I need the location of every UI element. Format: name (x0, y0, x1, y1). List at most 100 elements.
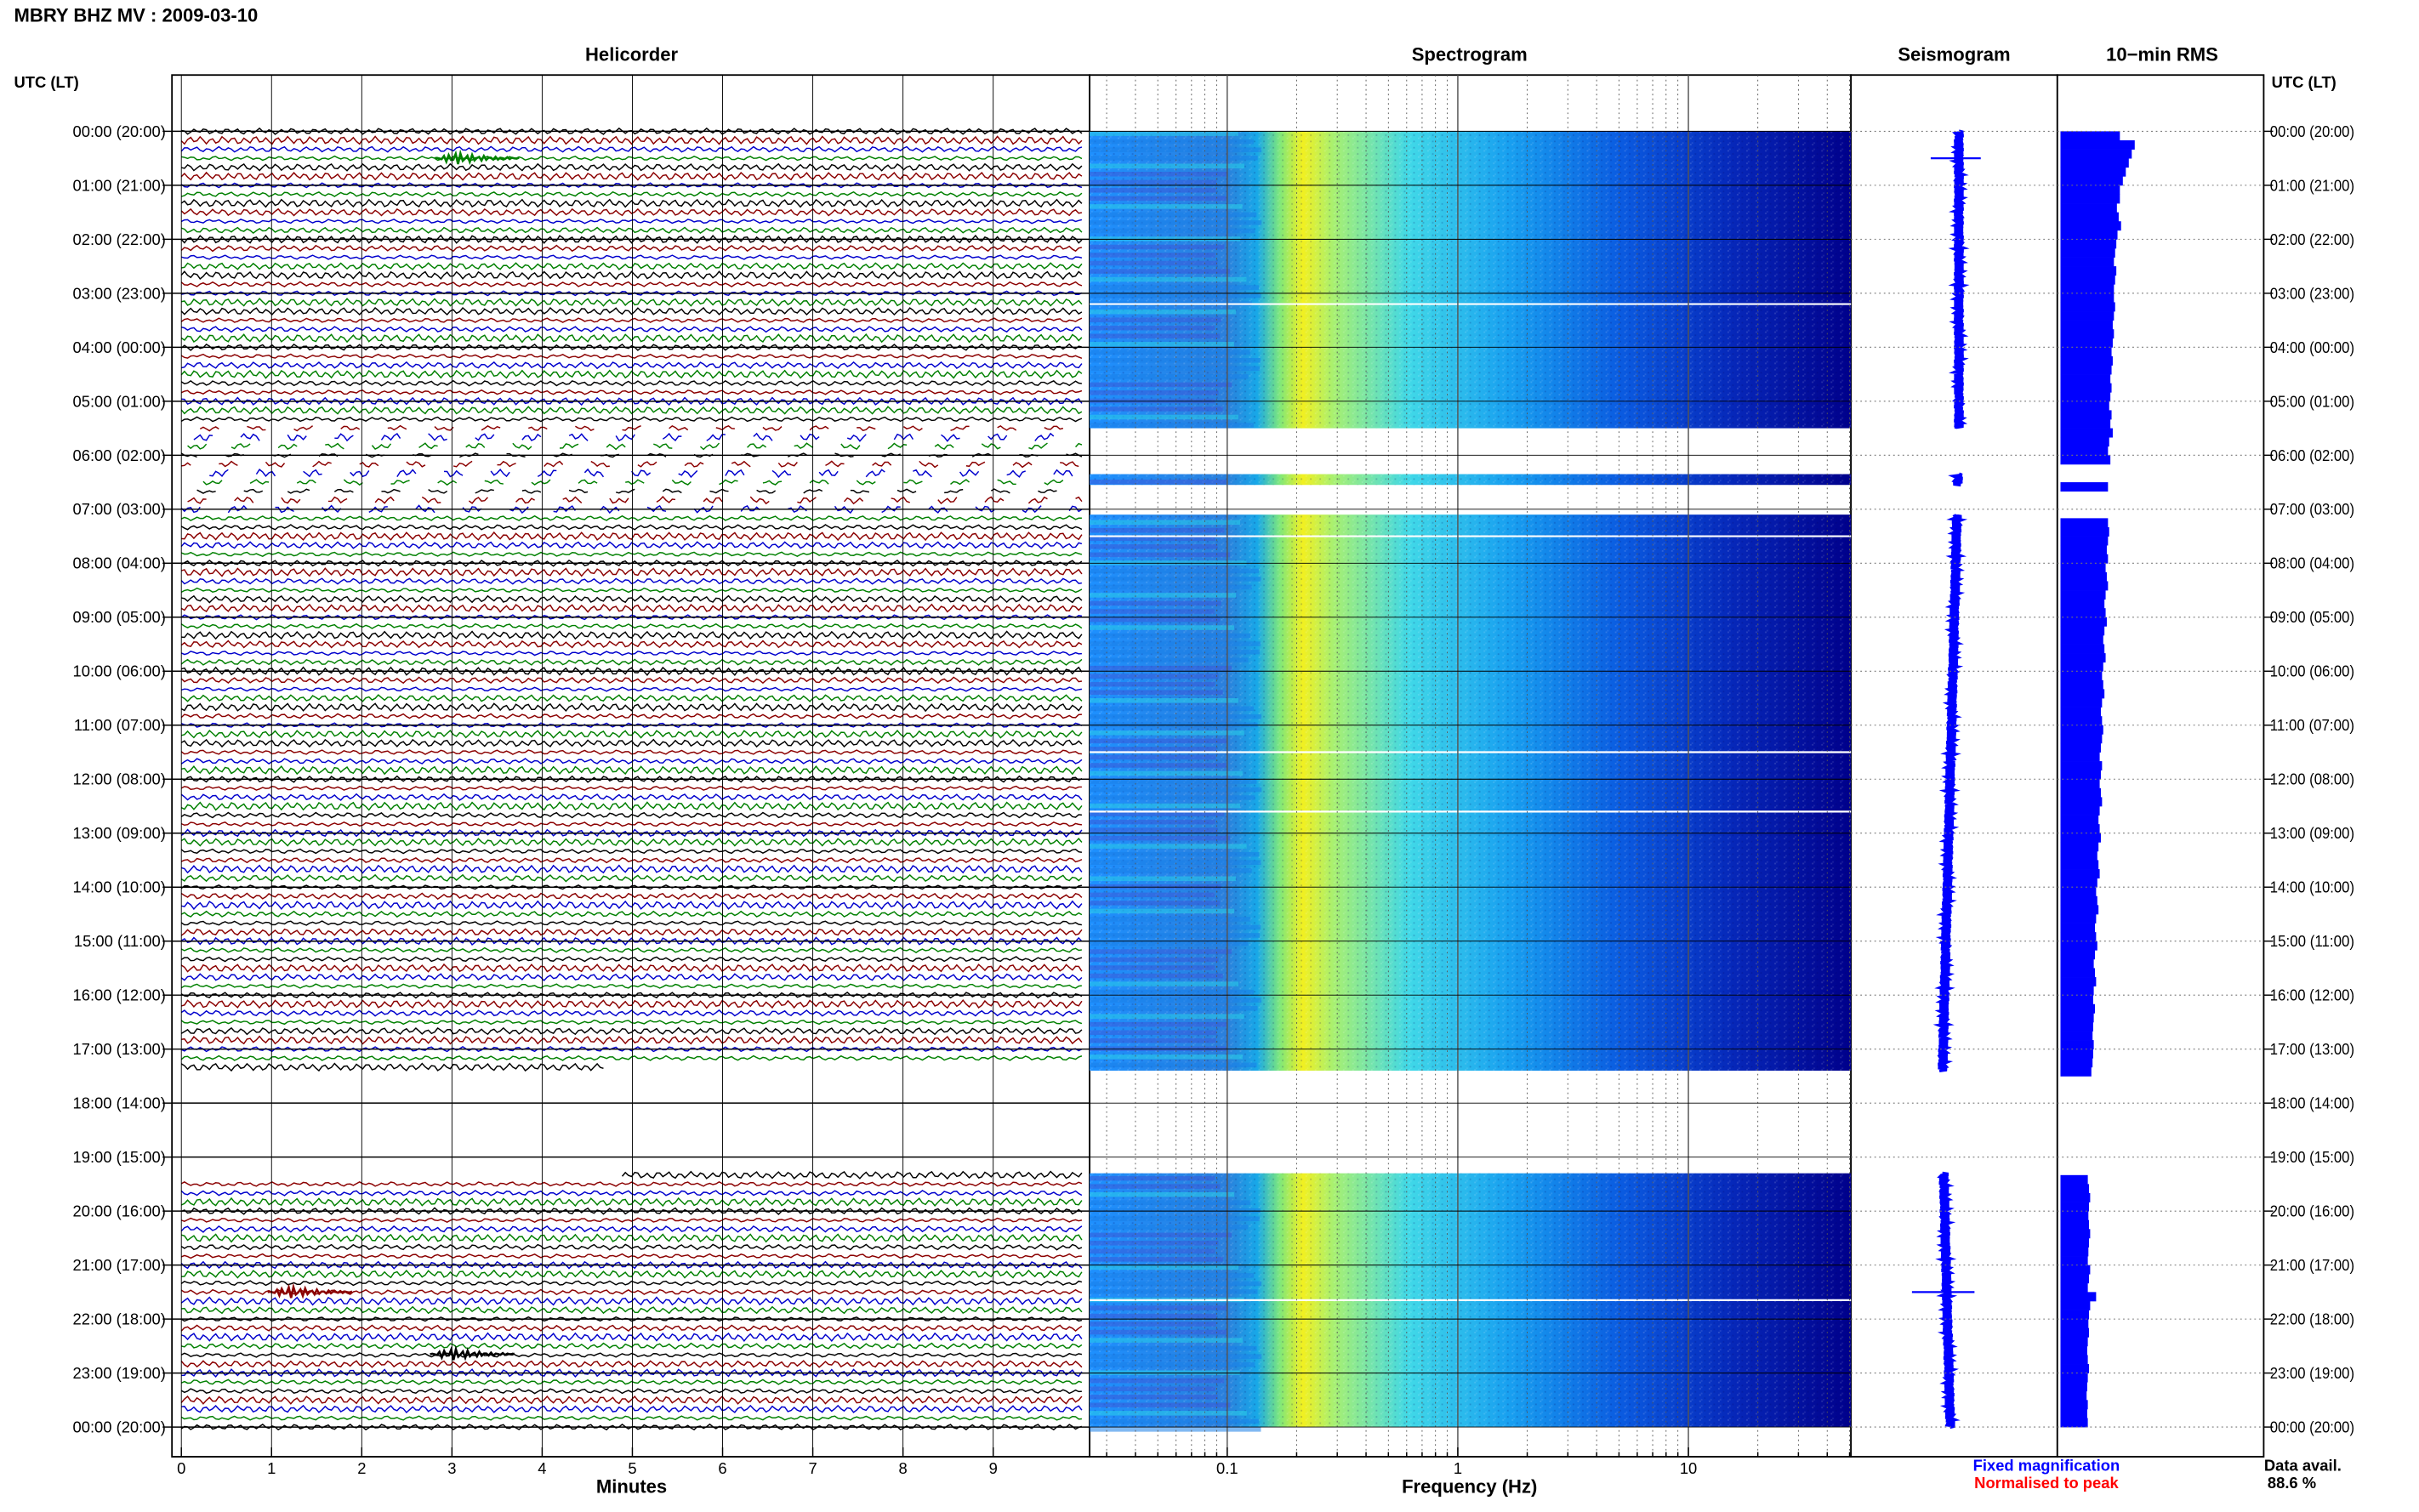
spectrogram-band (1090, 617, 1221, 622)
rms-bar (2060, 1174, 2088, 1185)
spectrogram-band (1090, 593, 1237, 598)
helicorder-trace (199, 424, 1064, 432)
rms-bar (2060, 482, 2109, 492)
rms-bar (2060, 230, 2118, 240)
spectrogram-band (1090, 665, 1232, 671)
spectrogram-band (1090, 414, 1238, 420)
seismogram-trace (1948, 472, 1963, 487)
rms-bar (2060, 608, 2106, 618)
helicorder-trace (180, 694, 1083, 702)
spectrogram-band (1090, 981, 1239, 986)
time-label-left: 13:00 (09:00) (73, 824, 166, 842)
rms-bar (2060, 410, 2112, 420)
spectrogram-band (1090, 253, 1215, 258)
rms-bar (2060, 1373, 2088, 1383)
rms-bar (2060, 1031, 2093, 1041)
helicorder-trace (180, 567, 1083, 577)
spectrogram-band (1090, 1281, 1262, 1287)
time-label-right: 12:00 (08:00) (2270, 770, 2354, 788)
helicorder-trace (180, 379, 1083, 387)
helicorder-trace (180, 1190, 1083, 1197)
helicorder-trace (180, 910, 1083, 918)
minute-tick-label: 1 (267, 1459, 276, 1477)
time-label-right: 02:00 (22:00) (2270, 230, 2354, 248)
rms-bar (2060, 545, 2107, 555)
rms-bar (2060, 599, 2105, 609)
rms-bar (2060, 526, 2109, 537)
rms-bar (2060, 878, 2097, 888)
helicorder-trace (180, 837, 1083, 847)
spectrogram-band (1090, 366, 1261, 372)
helicorder-trace (181, 594, 1083, 604)
spectrogram-band (1090, 714, 1262, 719)
rms-bar (2060, 824, 2100, 834)
spectrogram-band (1090, 172, 1228, 177)
rms-bar (2060, 1219, 2090, 1230)
spectrogram-band (1090, 244, 1225, 250)
time-label-left: 14:00 (10:00) (73, 878, 166, 896)
helicorder-trace (180, 1332, 1083, 1342)
rms-title: 10−min RMS (2106, 44, 2218, 65)
spectrogram-band (1090, 1313, 1217, 1319)
spectrogram-band (1090, 827, 1218, 833)
rms-bar (2060, 581, 2109, 591)
helicorder-trace (181, 1305, 1083, 1315)
spectrogram-band (1090, 1361, 1255, 1367)
time-label-left: 11:00 (07:00) (74, 716, 166, 734)
helicorder-event (430, 1344, 515, 1361)
helicorder-trace (180, 666, 1083, 676)
spectrogram-band (1090, 544, 1218, 549)
spectrogram-band (1090, 1395, 1218, 1400)
spectrogram-band (1090, 1338, 1244, 1343)
rms-bar (2060, 995, 2093, 1005)
rms-bar (2060, 428, 2113, 438)
spectrogram-band (1090, 892, 1215, 898)
time-label-right: 09:00 (05:00) (2270, 608, 2354, 626)
helicorder-trace (180, 219, 1083, 225)
rms-bar (2060, 401, 2109, 411)
helicorder-trace (180, 1288, 1083, 1296)
frequency-tick-label: 10 (1680, 1459, 1697, 1477)
helicorder-trace (209, 468, 1073, 479)
minute-tick-label: 4 (538, 1459, 546, 1477)
spectrogram-band (1090, 1386, 1215, 1391)
spectrogram-band (1090, 423, 1254, 428)
rms-bar (2060, 293, 2114, 303)
helicorder-trace (180, 1181, 1083, 1187)
rms-bar (2060, 1364, 2090, 1373)
rms-bar (2060, 320, 2113, 330)
helicorder-trace (180, 928, 1083, 937)
rms-bar (2060, 698, 2103, 708)
rms-bar (2060, 355, 2113, 366)
rms-bar (2060, 247, 2115, 258)
spectrogram-band (1090, 690, 1223, 696)
spectrogram-band (1090, 374, 1249, 379)
rms-bar (2060, 734, 2103, 744)
rms-bar (2060, 958, 2094, 969)
rms-bar (2060, 266, 2117, 276)
time-label-right: 16:00 (12:00) (2270, 986, 2354, 1004)
rms-bar (2060, 1310, 2090, 1320)
seismogram-trace (1935, 1171, 1961, 1430)
rms-bar (2060, 590, 2106, 600)
rms-bar (2060, 1418, 2088, 1428)
minute-tick-label: 3 (447, 1459, 456, 1477)
spectrogram-texture (1090, 474, 1852, 486)
rms-bar (2060, 536, 2109, 546)
spectrogram-band (1090, 1225, 1249, 1230)
helicorder-trace (180, 785, 1082, 791)
helicorder-trace (181, 531, 1083, 542)
rms-bar (2060, 895, 2097, 906)
rms-bar (2060, 1300, 2091, 1310)
spectrogram-band (1090, 949, 1232, 954)
rms-bar (2060, 941, 2097, 951)
helicorder-trace (180, 514, 1082, 521)
rms-bar (2060, 671, 2103, 681)
time-label-right: 20:00 (16:00) (2270, 1202, 2354, 1220)
right-axis-label: UTC (LT) (2272, 73, 2336, 91)
time-label-right: 18:00 (14:00) (2270, 1094, 2354, 1112)
helicorder-trace (181, 162, 1083, 172)
helicorder-trace (180, 190, 1083, 198)
rms-bar (2060, 968, 2095, 978)
